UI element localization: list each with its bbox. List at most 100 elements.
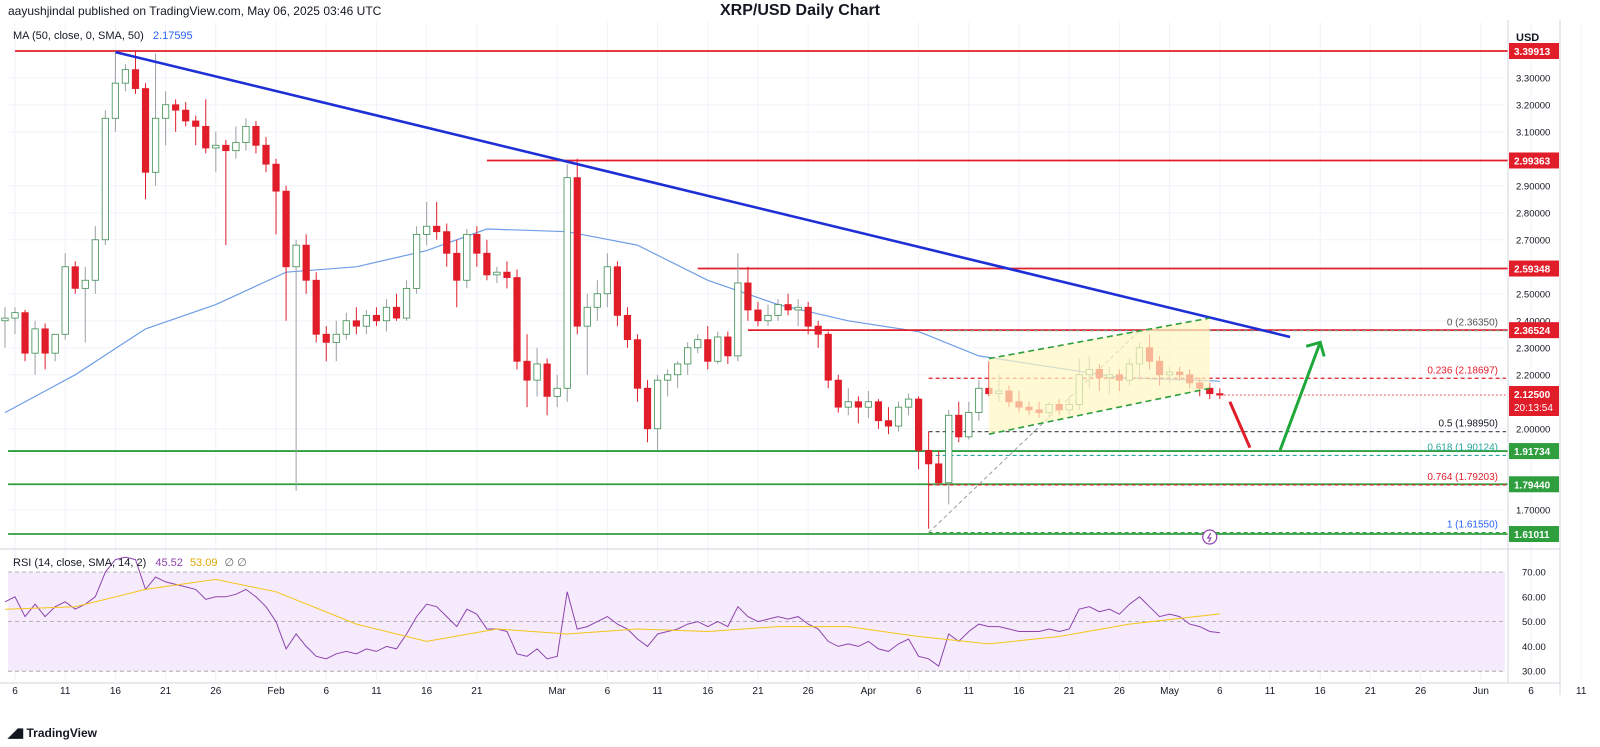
- tradingview-logo[interactable]: ◢▮ TradingView: [8, 725, 97, 741]
- y-tick-label: 2.90000: [1516, 181, 1550, 192]
- candle-body: [894, 406, 903, 427]
- candle-body: [774, 304, 782, 316]
- resistance-price-text: 2.36524: [1514, 326, 1551, 337]
- candle-body: [854, 401, 862, 408]
- x-tick-label: 16: [1315, 686, 1327, 697]
- candle-body: [744, 282, 752, 311]
- ma-legend[interactable]: MA (50, close, 0, SMA, 50) 2.17595: [13, 30, 193, 42]
- x-tick-label: 26: [803, 686, 815, 697]
- axes: 6 11 16 21 26 Feb 6 11 16 21 Mar 6 11 16 21 26 Apr 6 11 16 2…: [0, 20, 1587, 697]
- channel-lower-line: [988, 387, 1210, 435]
- candle-body: [202, 125, 210, 149]
- x-tick-label: 11: [1576, 686, 1587, 697]
- candle-body: [272, 163, 280, 192]
- projection-up-arrowhead: [1305, 340, 1326, 357]
- publisher-line: aayushjindal published on TradingView.co…: [8, 4, 382, 18]
- support-price-text: 1.79440: [1514, 480, 1551, 491]
- currency-label: USD: [1516, 32, 1540, 44]
- x-tick-label: 16: [1013, 686, 1025, 697]
- rsi-legend-value: 45.52: [155, 557, 183, 569]
- event-badge-icon: [1202, 529, 1218, 545]
- candle-body: [874, 401, 883, 422]
- tradingview-logo-text: TradingView: [26, 726, 97, 740]
- resistance-price-text: 3.39913: [1514, 47, 1551, 58]
- candle-body: [322, 333, 330, 343]
- rsi-tick-label: 30.00: [1522, 667, 1546, 678]
- x-tick-label: Mar: [549, 686, 567, 697]
- candle-body: [955, 414, 963, 438]
- candle-body: [945, 414, 953, 484]
- rsi-panel: [4, 556, 1505, 672]
- candle-body: [101, 117, 109, 241]
- y-tick-label: 3.30000: [1516, 73, 1550, 84]
- ma-legend-value: 2.17595: [152, 30, 193, 42]
- rsi-legend-extra: ∅ ∅: [224, 557, 247, 569]
- candle-body: [543, 363, 551, 397]
- candle-body: [583, 306, 591, 327]
- candle-body: [975, 387, 983, 413]
- rsi-line: [4, 556, 1220, 668]
- candle-body: [633, 339, 642, 389]
- candle-body: [473, 233, 481, 254]
- candle-body: [804, 306, 812, 327]
- resistance-price-tag: [1509, 43, 1559, 59]
- x-tick-label: Feb: [267, 686, 285, 697]
- x-tick-label: 11: [371, 686, 382, 697]
- support-price-text: 1.91734: [1514, 447, 1551, 458]
- support-price-tag: [1509, 476, 1559, 493]
- candle-body: [31, 328, 39, 354]
- fib-label: 0.618 (1.90124): [1427, 442, 1498, 453]
- x-tick-label: May: [1160, 686, 1179, 697]
- candle-body: [182, 109, 190, 122]
- candle-body: [653, 379, 662, 430]
- candle-body: [613, 266, 622, 316]
- rsi-legend[interactable]: RSI (14, close, SMA, 14, 2) 45.52 53.09 …: [13, 556, 247, 569]
- x-tick-label: 21: [1064, 686, 1076, 697]
- candle-body: [352, 320, 360, 327]
- x-tick-label: 26: [1415, 686, 1427, 697]
- candle-body: [593, 293, 601, 308]
- resistance-price-tag: [1509, 152, 1559, 169]
- x-tick-label: 6: [916, 686, 922, 697]
- candle-body: [493, 271, 501, 276]
- candle-body: [252, 125, 260, 146]
- countdown-text: 20:13:54: [1514, 403, 1553, 414]
- candle-body: [684, 347, 692, 365]
- candle-body: [262, 144, 270, 165]
- resistance-price-text: 2.59348: [1514, 265, 1551, 276]
- candle-body: [724, 336, 732, 357]
- resistance-price-tag: [1509, 260, 1559, 277]
- fib-label: 0.236 (2.18697): [1427, 365, 1498, 376]
- candlesticks: [1, 50, 1224, 529]
- candle-body: [81, 279, 89, 289]
- fib-label: 0.5 (1.98950): [1439, 419, 1499, 430]
- candle-body: [392, 306, 401, 319]
- candle-body: [161, 104, 170, 119]
- candle-body: [111, 82, 119, 119]
- rsi-tick-label: 70.00: [1522, 568, 1546, 579]
- y-tick-label: 3.20000: [1516, 100, 1550, 111]
- x-tick-label: 11: [60, 686, 71, 697]
- lightning-icon: [1206, 532, 1212, 543]
- candle-body: [643, 387, 652, 430]
- candle-body: [443, 231, 451, 254]
- x-tick-label: 26: [1114, 686, 1126, 697]
- candle-body: [814, 325, 822, 335]
- y-tick-label: 1.70000: [1516, 505, 1550, 516]
- candle-body: [573, 177, 581, 327]
- candle-body: [61, 266, 69, 335]
- ma-legend-label: MA (50, close, 0, SMA, 50): [13, 30, 144, 42]
- candle-body: [121, 69, 130, 84]
- candle-body: [904, 398, 913, 408]
- projection-down-arrow: [1228, 401, 1252, 449]
- candle-body: [563, 177, 571, 389]
- candle-body: [784, 304, 792, 311]
- candle-body: [463, 233, 471, 281]
- candle-body: [884, 420, 893, 427]
- candle-body: [513, 277, 521, 362]
- candle-body: [71, 266, 79, 289]
- y-tick-label: 2.20000: [1516, 370, 1550, 381]
- candle-body: [533, 363, 541, 381]
- projection-up-arrow: [1278, 341, 1322, 451]
- rsi-tick-label: 40.00: [1522, 642, 1546, 653]
